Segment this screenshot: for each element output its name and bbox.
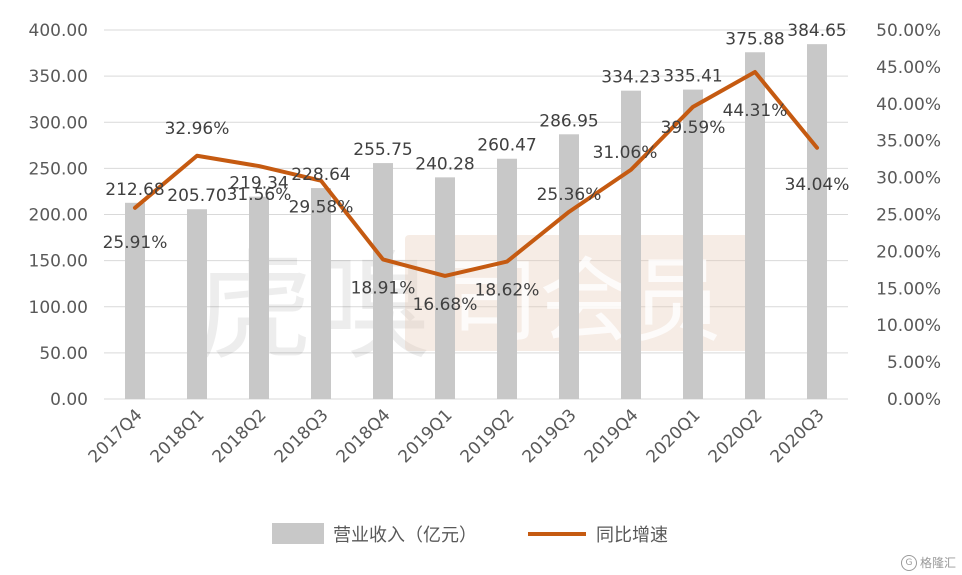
legend-bar-swatch [272, 523, 324, 544]
right-tick-label: 30.00% [876, 169, 941, 189]
corner-text: 格隆汇 [919, 556, 956, 570]
bar-2018Q2 [249, 196, 269, 399]
bar-2018Q3 [311, 188, 331, 399]
bar-data-label: 334.23 [601, 68, 660, 88]
left-tick-label: 350.00 [29, 67, 88, 87]
x-tick-label: 2019Q4 [581, 405, 643, 467]
right-tick-label: 20.00% [876, 242, 941, 262]
x-tick-label: 2018Q4 [333, 405, 395, 467]
growth-line-path [133, 69, 819, 278]
line-data-label: 25.91% [103, 233, 168, 253]
right-tick-label: 35.00% [876, 132, 941, 152]
left-tick-label: 400.00 [29, 21, 88, 41]
bar-data-label: 260.47 [477, 136, 536, 156]
right-tick-label: 15.00% [876, 279, 941, 299]
bar-2020Q2 [745, 52, 765, 399]
line-data-label: 25.36% [537, 185, 602, 205]
x-tick-label: 2019Q2 [457, 405, 519, 467]
corner-badge: G [900, 554, 917, 571]
bar-2017Q4 [125, 202, 145, 399]
bar-data-label: 286.95 [539, 111, 598, 131]
right-tick-label: 0.00% [887, 390, 941, 410]
bar-data-label: 384.65 [787, 21, 846, 41]
watermark: 虎嗅司会员 [195, 235, 765, 376]
line-data-labels: 25.91% 32.96% 31.56%29.58% 18.91%16.68%18.6… [103, 101, 850, 315]
x-tick-label: 2019Q1 [395, 405, 457, 467]
legend-bar-label: 营业收入（亿元） [333, 525, 477, 546]
revenue-bars [125, 44, 827, 400]
bar-2020Q1 [683, 89, 703, 399]
line-data-label: 32.96% [165, 119, 230, 139]
left-tick-label: 50.00 [39, 344, 88, 364]
bar-data-label: 212.68 [105, 180, 164, 200]
right-axis-ticks: 0.00% 5.00% 10.00% 15.00% 20.00% 25.00% 30.00%… [876, 21, 941, 410]
bar-2019Q2 [497, 158, 517, 399]
corner-watermark: G 格隆汇 [900, 554, 956, 571]
line-data-label: 18.62% [475, 281, 540, 301]
x-axis-ticks: 2017Q4 2018Q1 2018Q2 2018Q3 2018Q4 2019Q1 2019… [85, 405, 829, 467]
x-tick-label: 2018Q1 [147, 405, 209, 467]
bar-2020Q3 [807, 44, 827, 400]
x-tick-label: 2019Q3 [519, 405, 581, 467]
legend: 营业收入（亿元） 同比增速 [272, 523, 668, 546]
bar-2018Q4 [373, 163, 393, 399]
right-tick-label: 10.00% [876, 316, 941, 336]
bar-data-label: 255.75 [353, 140, 412, 160]
line-data-label: 31.06% [593, 143, 658, 163]
right-tick-label: 45.00% [876, 58, 941, 78]
x-tick-label: 2018Q3 [271, 405, 333, 467]
bar-data-label: 240.28 [415, 154, 474, 174]
bar-data-label: 219.34 [229, 174, 288, 194]
x-tick-label: 2020Q2 [705, 405, 767, 467]
line-data-label: 18.91% [351, 278, 416, 298]
left-tick-label: 250.00 [29, 159, 88, 179]
left-tick-label: 200.00 [29, 206, 88, 226]
bar-data-label: 335.41 [663, 67, 722, 87]
x-tick-label: 2018Q2 [209, 405, 271, 467]
left-tick-label: 300.00 [29, 113, 88, 133]
bar-data-label: 228.64 [291, 165, 350, 185]
right-tick-label: 5.00% [887, 353, 941, 373]
line-data-label: 31.56% [227, 185, 292, 205]
bar-2019Q4 [621, 90, 641, 400]
gridlines [104, 29, 848, 400]
bar-data-label: 375.88 [725, 29, 784, 49]
bar-2019Q3 [559, 134, 579, 399]
left-tick-label: 0.00 [50, 390, 88, 410]
right-tick-label: 25.00% [876, 206, 941, 226]
left-axis-ticks: 0.00 50.00 100.00 150.00 200.00 250.00 300.00 3… [29, 21, 88, 410]
line-data-label: 29.58% [289, 198, 354, 218]
x-tick-label: 2017Q4 [85, 405, 147, 467]
line-data-label: 44.31% [723, 101, 788, 121]
bar-data-label: 205.70 [167, 186, 226, 206]
right-tick-label: 40.00% [876, 95, 941, 115]
legend-line-label: 同比增速 [596, 525, 668, 546]
bar-2019Q1 [435, 177, 455, 399]
growth-line [133, 69, 819, 278]
line-data-label: 39.59% [661, 118, 726, 138]
right-tick-label: 50.00% [876, 21, 941, 41]
line-data-label: 16.68% [413, 295, 478, 315]
bar-2018Q1 [187, 209, 207, 399]
line-data-label: 34.04% [785, 175, 850, 195]
x-tick-label: 2020Q3 [767, 405, 829, 467]
left-tick-label: 100.00 [29, 298, 88, 318]
left-tick-label: 150.00 [29, 252, 88, 272]
x-tick-label: 2020Q1 [643, 405, 705, 467]
